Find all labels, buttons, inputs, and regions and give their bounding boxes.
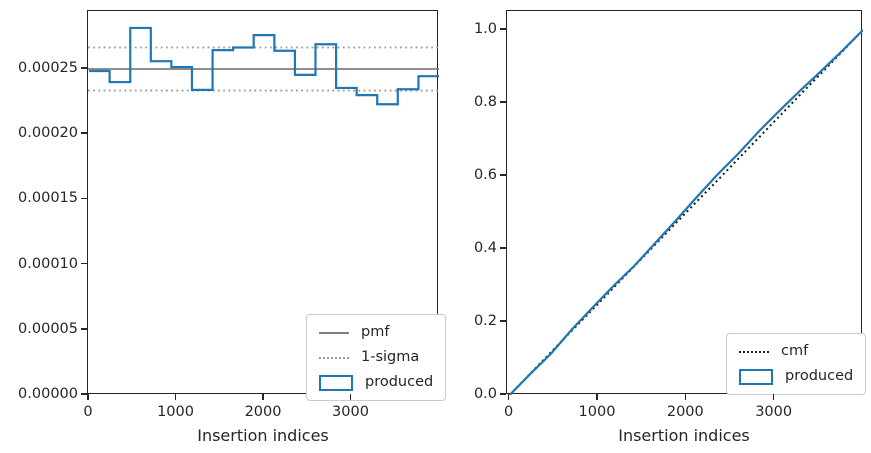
- legend-item-produced: produced: [739, 368, 853, 385]
- y-tick-mark: [500, 28, 506, 30]
- legend-label: produced: [785, 368, 854, 384]
- x-tick-label: 1000: [157, 404, 194, 420]
- legend-item-produced: produced: [319, 374, 433, 391]
- x-tick-mark: [174, 394, 177, 400]
- y-tick-mark: [81, 262, 87, 265]
- y-tick-label: 0.0: [473, 386, 497, 402]
- pmf-axes: [87, 10, 439, 394]
- legend-label: 1-sigma: [361, 349, 420, 365]
- y-tick-mark: [81, 197, 87, 200]
- y-tick-mark: [500, 101, 506, 103]
- cmf-legend: cmf produced: [726, 333, 867, 395]
- cmf-plot-area: [508, 29, 863, 395]
- x-tick-mark: [262, 394, 264, 400]
- x-tick-mark: [684, 394, 687, 400]
- pmf-plot-area: [88, 26, 439, 106]
- x-tick-mark: [772, 394, 775, 400]
- legend-item-pmf: pmf: [319, 324, 433, 341]
- y-tick-label: 0.00015: [18, 190, 78, 207]
- x-tick-mark: [596, 394, 598, 400]
- produced-rect-swatch-icon: [319, 374, 353, 391]
- y-tick-mark: [500, 393, 506, 395]
- legend-label: pmf: [361, 324, 390, 340]
- produced-rect-swatch-icon: [739, 368, 773, 385]
- y-tick-mark: [81, 67, 87, 69]
- x-tick-mark: [507, 394, 510, 400]
- y-tick-mark: [500, 247, 506, 249]
- y-tick-label: 0.2: [473, 312, 497, 329]
- y-tick-label: 0.8: [473, 93, 497, 110]
- legend-item-cmf: cmf: [739, 343, 853, 360]
- y-tick-label: 0.00005: [18, 320, 78, 337]
- y-tick-mark: [500, 174, 506, 176]
- produced-line: [508, 29, 863, 395]
- y-tick-label: 0.00010: [18, 255, 78, 272]
- y-tick-label: 0.00000: [18, 386, 78, 402]
- produced-step-line: [89, 26, 439, 106]
- pmf-legend: pmf 1-sigma produced: [306, 314, 447, 401]
- y-tick-mark: [81, 393, 87, 395]
- x-tick-label: 3000: [755, 404, 793, 420]
- y-tick-mark: [500, 320, 506, 322]
- legend-label: produced: [365, 374, 434, 390]
- x-tick-mark: [349, 394, 352, 400]
- x-tick-label: 2000: [244, 404, 282, 420]
- pmf-x-axis-label: Insertion indices: [197, 426, 329, 445]
- y-tick-mark: [81, 132, 87, 134]
- sigma-dotted-line-swatch-icon: [319, 356, 349, 359]
- legend-item-1-sigma: 1-sigma: [319, 349, 433, 366]
- x-tick-mark: [87, 394, 89, 400]
- x-tick-label: 0: [83, 404, 93, 420]
- y-tick-label: 0.4: [473, 239, 497, 256]
- x-tick-label: 0: [504, 404, 514, 420]
- cmf-dotted-line-swatch-icon: [739, 350, 769, 353]
- y-tick-label: 0.00020: [18, 125, 78, 142]
- x-tick-label: 2000: [666, 404, 704, 420]
- y-tick-label: 0.6: [473, 166, 497, 183]
- cmf-axes: [506, 10, 863, 395]
- y-tick-label: 0.00025: [18, 60, 78, 77]
- y-tick-label: 1.0: [473, 20, 497, 37]
- legend-label: cmf: [781, 343, 809, 359]
- pmf-line-swatch-icon: [319, 331, 349, 334]
- x-tick-label: 3000: [332, 404, 369, 420]
- y-tick-mark: [81, 328, 87, 330]
- x-tick-label: 1000: [578, 404, 616, 420]
- cmf-x-axis-label: Insertion indices: [618, 426, 750, 445]
